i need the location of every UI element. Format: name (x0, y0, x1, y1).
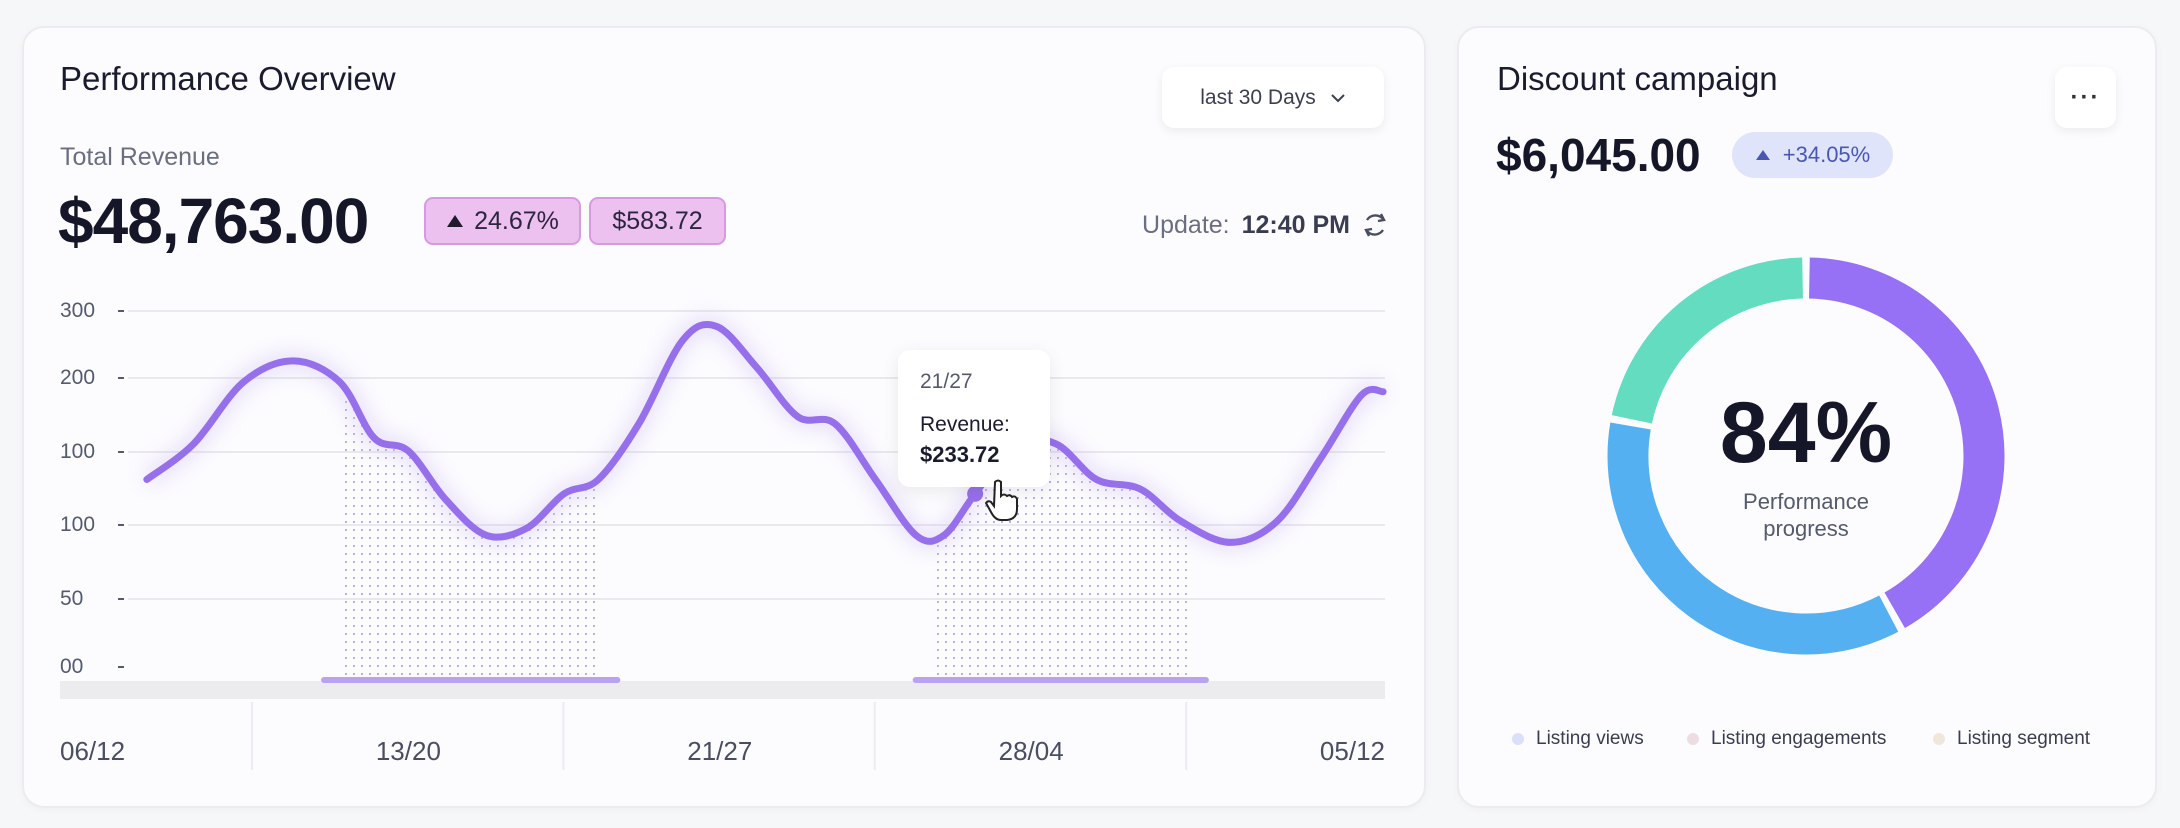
donut-slice (1611, 257, 1804, 424)
line-glow (141, 316, 1385, 551)
tooltip-label: Revenue: (920, 413, 1010, 436)
hand-cursor-icon (985, 479, 1018, 521)
more-options-button[interactable]: ··· (2055, 67, 2116, 128)
y-tick-label: 00 (60, 655, 84, 678)
change-percent-text: 24.67% (474, 206, 559, 235)
donut-label-line1: Performance (1743, 489, 1869, 514)
y-tick-label: 100 (60, 440, 96, 463)
chevron-down-icon (1331, 93, 1345, 102)
legend-label: Listing segment (1957, 728, 2091, 749)
campaign-change-text: +34.05% (1782, 142, 1871, 167)
donut-slice (1808, 257, 2005, 629)
legend-label: Listing engagements (1711, 728, 1887, 749)
change-percent-badge: 24.67% (424, 197, 581, 245)
performance-donut-chart (1607, 257, 2005, 655)
legend-item-listing-segment: Listing segment (1933, 728, 2090, 750)
total-revenue-value: $48,763.00 (58, 185, 369, 257)
x-tick-label: 21/27 (687, 736, 753, 766)
chart-tooltip: 21/27 Revenue: $233.72 (898, 350, 1050, 487)
x-tick-label: 28/04 (998, 736, 1064, 766)
x-tick-label: 05/12 (1319, 736, 1385, 766)
highlight-bar (912, 677, 1209, 683)
hover-point[interactable] (967, 485, 984, 502)
tooltip-value: $233.72 (920, 442, 1000, 467)
update-label: Update: (1142, 210, 1230, 239)
triangle-up-icon (447, 215, 464, 227)
highlight-bar (321, 677, 621, 683)
donut-center-label: Performance progress (1606, 488, 2006, 542)
x-tick-label: 06/12 (60, 736, 126, 766)
legend-dot (1933, 733, 1945, 745)
total-revenue-label: Total Revenue (60, 143, 220, 171)
legend-label: Listing views (1536, 728, 1644, 749)
campaign-change-badge: +34.05% (1732, 132, 1893, 178)
revenue-line (143, 320, 1387, 546)
revenue-line-chart (60, 310, 1387, 770)
x-tick-label: 13/20 (375, 736, 441, 766)
change-amount-badge: $583.72 (589, 197, 726, 245)
legend-dot (1512, 733, 1524, 745)
legend-dot (1687, 733, 1699, 745)
update-status: Update: 12:40 PM (1142, 210, 1388, 240)
x-axis-band (60, 681, 1385, 699)
triangle-up-icon (1755, 150, 1770, 160)
performance-title: Performance Overview (60, 60, 396, 97)
tooltip-date: 21/27 (920, 370, 973, 393)
update-time: 12:40 PM (1241, 210, 1350, 239)
y-tick-label: 100 (60, 513, 96, 536)
y-tick-label: 200 (60, 366, 96, 389)
legend-item-listing-views: Listing views (1512, 728, 1644, 750)
donut-label-line2: progress (1763, 516, 1849, 541)
change-amount-text: $583.72 (612, 206, 703, 235)
date-range-dropdown[interactable]: last 30 Days (1162, 67, 1384, 128)
date-range-label: last 30 Days (1200, 85, 1316, 109)
campaign-value: $6,045.00 (1496, 129, 1701, 181)
legend-item-listing-engagements: Listing engagements (1687, 728, 1886, 750)
donut-slice (1607, 422, 1899, 655)
ellipsis-icon: ··· (2070, 83, 2101, 111)
donut-center-value: 84% (1719, 385, 1893, 481)
campaign-title: Discount campaign (1497, 60, 1778, 97)
y-tick-label: 300 (60, 299, 96, 322)
y-tick-label: 50 (60, 587, 84, 610)
refresh-icon[interactable] (1362, 210, 1388, 240)
